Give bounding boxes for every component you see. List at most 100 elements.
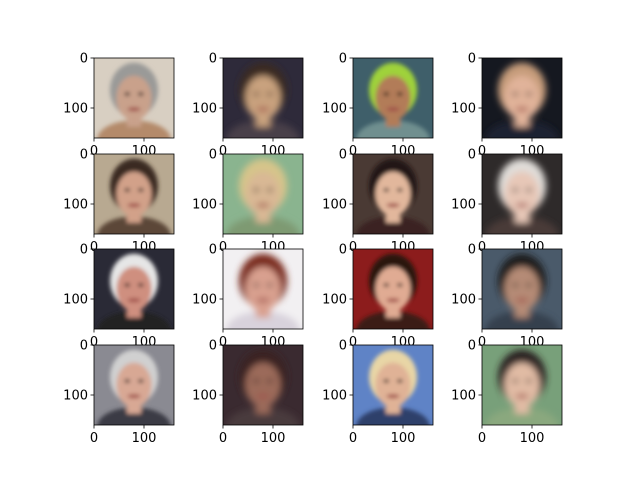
shoulders [97,311,171,329]
y-tick-label: 100 [451,389,476,404]
axes-frame [352,57,434,139]
face-shapes [356,62,430,138]
mouth [515,394,529,399]
eye-left [383,92,390,96]
eye-left [124,379,130,383]
axes-frame [352,153,434,235]
face [116,362,152,408]
axes-frame [93,57,175,139]
shoulders [97,120,171,138]
panel-image [94,154,174,234]
face [375,75,411,121]
y-tick-label: 100 [192,198,217,213]
shoulders [485,120,559,138]
y-tick-label: 0 [468,243,476,258]
face-shapes [226,253,300,329]
panel-image [353,58,433,138]
eye-left [124,188,130,192]
shoulders [356,407,430,425]
x-tick-label: 100 [132,431,157,446]
shoulders [226,311,300,329]
face [504,362,540,408]
mouth [386,394,400,399]
face-shapes [97,253,171,329]
face-shapes [485,62,559,138]
y-tick-label: 0 [468,148,476,163]
axes-frame [481,248,563,330]
x-tick-label: 0 [219,240,227,255]
panel-image [223,249,303,329]
x-tick-label: 0 [349,335,357,350]
x-tick-label: 0 [478,144,486,159]
eye-left [512,92,518,96]
eye-left [253,379,259,383]
eye-left [383,188,390,192]
panel-image [94,58,174,138]
mouth [127,394,141,399]
y-tick-label: 100 [192,102,217,117]
eye-right [397,188,403,192]
axes-frame [481,153,563,235]
mouth [256,298,270,303]
face [116,75,152,121]
face [245,266,281,312]
face [504,171,540,217]
axes-frame [93,153,175,235]
axes-frame [93,248,175,330]
y-tick-label: 0 [80,339,88,354]
shoulders [485,311,559,329]
shoulders [485,407,559,425]
y-tick-label: 0 [80,52,88,67]
eye-right [267,92,273,96]
eye-left [512,379,518,383]
eye-right [397,92,403,96]
axes-frame [222,248,304,330]
mouth [515,107,529,112]
eye-right [397,283,403,287]
panels-layer: 0 100 0 100 0 100 0 100 0 100 0 100 0 100 0 100 0 100 0 100… [63,52,563,446]
y-tick-label: 100 [192,293,217,308]
x-tick-label: 0 [478,335,486,350]
panel-3-1: 0 100 0 100 [192,339,304,446]
panel-3-2: 0 100 0 100 [322,339,434,446]
panel-image [482,345,562,425]
face [116,171,152,217]
shoulders [226,407,300,425]
face-shapes [226,349,300,425]
x-tick-label: 0 [219,144,227,159]
eye-right [138,379,144,383]
x-tick-label: 0 [219,431,227,446]
y-tick-label: 100 [322,389,347,404]
face [245,75,281,121]
face [245,171,281,217]
panel-image [223,154,303,234]
face-shapes [97,62,171,138]
eye-right [397,379,403,383]
y-tick-label: 0 [209,148,217,163]
shoulders [356,216,430,234]
mouth [127,298,141,303]
mouth [386,203,400,208]
x-tick-label: 0 [90,431,98,446]
y-tick-label: 0 [80,243,88,258]
y-tick-label: 0 [339,243,347,258]
x-tick-label: 0 [478,431,486,446]
eye-right [138,283,144,287]
y-tick-label: 100 [192,389,217,404]
face-shapes [485,349,559,425]
y-tick-label: 100 [322,293,347,308]
face-shapes [97,158,171,234]
face [375,266,411,312]
x-tick-label: 0 [90,240,98,255]
x-tick-label: 0 [349,431,357,446]
y-tick-label: 0 [468,339,476,354]
axes-frame [481,344,563,426]
y-tick-label: 0 [209,339,217,354]
